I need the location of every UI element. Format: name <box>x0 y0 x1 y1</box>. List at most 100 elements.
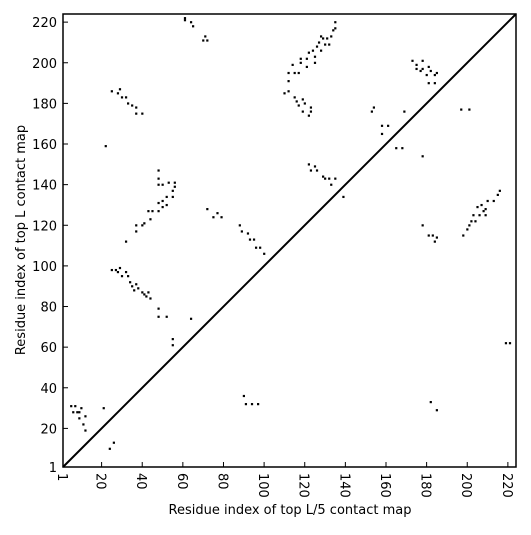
y-tick-label: 80 <box>40 301 57 316</box>
contact-point <box>401 147 404 150</box>
contact-point <box>220 216 223 219</box>
contact-point <box>161 199 164 203</box>
contact-point <box>137 287 140 290</box>
x-tick-label: 40 <box>133 473 148 490</box>
contact-point <box>145 295 148 298</box>
x-tick-label: 100 <box>255 473 270 498</box>
contact-point <box>421 67 424 71</box>
contact-point <box>301 110 304 113</box>
contact-point <box>287 90 290 93</box>
contact-point <box>157 210 160 213</box>
x-tick-label: 120 <box>296 473 311 498</box>
contact-point <box>315 45 319 48</box>
contact-point <box>263 252 266 255</box>
contact-point <box>474 220 477 223</box>
contact-point <box>157 315 160 318</box>
contact-point <box>149 297 152 300</box>
contact-point <box>395 147 398 150</box>
contact-point <box>334 27 337 30</box>
contact-point <box>429 400 432 404</box>
x-tick-label: 80 <box>214 473 229 490</box>
contact-point <box>110 268 113 272</box>
contact-point <box>157 201 160 205</box>
contact-point <box>80 407 83 410</box>
contact-point <box>433 73 436 77</box>
contact-point <box>108 447 111 450</box>
contact-point <box>173 181 176 184</box>
contact-point <box>240 230 243 233</box>
contact-point <box>118 266 122 270</box>
contact-point <box>171 344 174 347</box>
contact-point <box>165 203 168 207</box>
contact-point <box>250 403 254 406</box>
x-tick-label: 60 <box>174 473 189 490</box>
contact-point <box>301 98 304 101</box>
y-tick-label: 220 <box>32 16 57 31</box>
y-tick-label: 160 <box>32 138 57 153</box>
contact-point <box>102 407 105 410</box>
contact-point <box>476 205 479 209</box>
contact-point <box>421 155 424 158</box>
contact-point <box>466 228 469 231</box>
contact-point <box>421 59 424 62</box>
contact-point <box>206 208 209 211</box>
contact-point <box>307 114 310 117</box>
contact-point <box>433 82 436 85</box>
contact-point <box>372 106 376 109</box>
contact-point <box>326 37 329 40</box>
contact-point <box>311 49 315 52</box>
y-tick-label: 60 <box>40 341 57 356</box>
contact-point <box>322 37 325 40</box>
contact-point <box>309 106 313 109</box>
contact-point <box>157 183 160 186</box>
contact-point <box>161 205 164 209</box>
y-tick-label: 20 <box>40 422 57 437</box>
contact-point <box>287 80 290 83</box>
contact-point <box>291 63 294 66</box>
contact-point <box>127 275 130 278</box>
contact-point <box>82 423 85 426</box>
contact-point <box>415 63 418 66</box>
contact-point <box>114 268 118 272</box>
contact-point <box>315 169 319 172</box>
contact-point <box>305 57 308 60</box>
contact-point <box>415 67 418 71</box>
contact-point <box>135 224 138 227</box>
contact-point <box>252 238 256 241</box>
contact-point <box>429 69 432 73</box>
contact-point <box>167 181 170 184</box>
contact-point <box>297 104 300 107</box>
contact-point <box>387 124 390 127</box>
contact-point <box>482 210 485 213</box>
contact-point <box>403 110 406 113</box>
contact-point <box>161 183 164 186</box>
contact-point <box>74 405 77 408</box>
contact-point <box>84 429 87 432</box>
contact-point <box>246 232 250 235</box>
contact-point <box>478 214 481 217</box>
contact-point <box>307 51 310 54</box>
contact-point <box>380 132 384 136</box>
contact-point <box>480 203 483 207</box>
contact-point <box>309 110 313 113</box>
contact-point <box>462 234 465 237</box>
contact-point <box>435 236 438 239</box>
contact-point <box>120 275 124 278</box>
x-tick-label: 180 <box>418 473 433 498</box>
contact-point <box>124 270 128 274</box>
contact-point <box>141 291 144 294</box>
contact-point <box>141 224 144 227</box>
contact-point <box>425 73 428 77</box>
contact-point <box>427 65 430 69</box>
y-tick-label: 140 <box>32 179 57 194</box>
contact-point <box>112 441 115 444</box>
contact-point <box>332 29 335 32</box>
contact-point <box>183 17 187 20</box>
contact-point <box>313 165 317 168</box>
contact-point <box>468 108 471 111</box>
contact-point <box>484 214 487 217</box>
contact-point <box>129 281 132 284</box>
contact-point <box>173 185 176 188</box>
contact-point <box>334 21 337 24</box>
